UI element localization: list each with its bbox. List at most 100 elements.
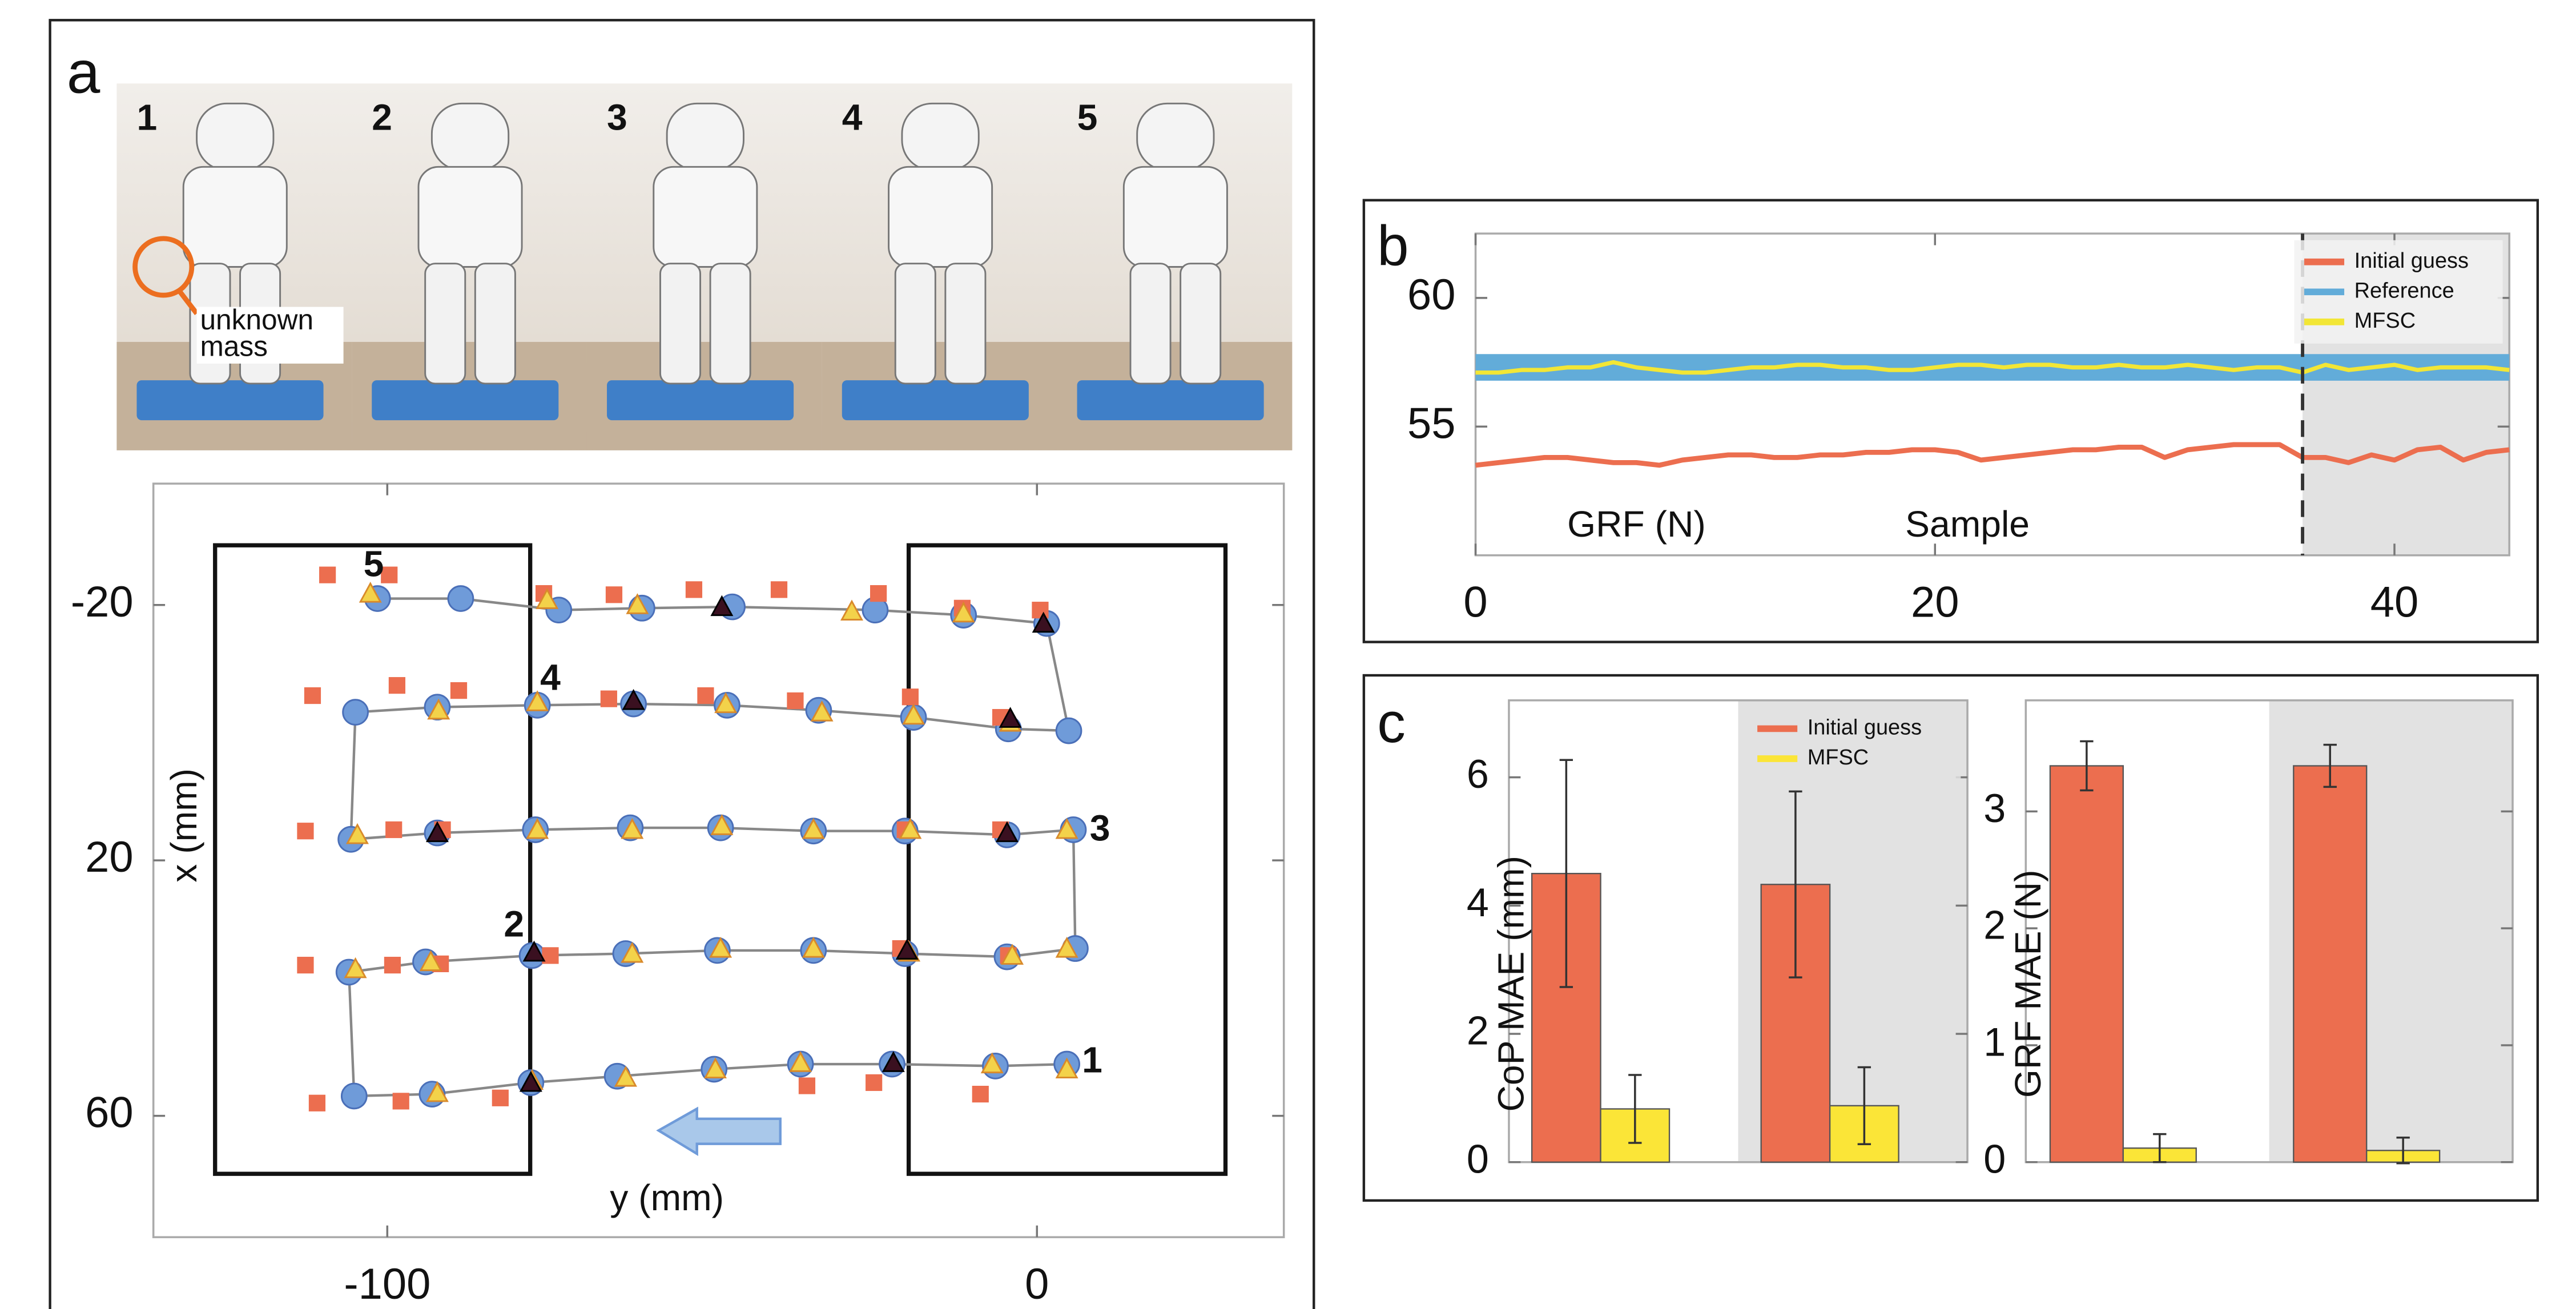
point-annotation: 1 [1082, 1040, 1102, 1081]
photo-label: 1 [136, 96, 157, 138]
photo-label: 3 [607, 96, 627, 138]
point [870, 585, 887, 602]
point [605, 586, 623, 603]
mass-pointer [178, 290, 199, 315]
legend-label: Reference [2354, 279, 2454, 303]
y-tick-label: -20 [71, 578, 134, 626]
point [901, 688, 919, 706]
point [342, 699, 369, 726]
point [384, 957, 401, 974]
robot-body [894, 263, 936, 385]
chart: -20 20 60 -100 0 y (mm) x (mm) 1 2 3 4 5 [71, 482, 1285, 1308]
point [492, 1089, 509, 1106]
point [882, 1051, 905, 1072]
point [1032, 611, 1055, 633]
point [622, 688, 645, 710]
robot-body [196, 102, 275, 171]
point [789, 1051, 812, 1072]
point [526, 817, 549, 839]
point [770, 581, 788, 598]
point [297, 823, 314, 840]
y-tick-label: 4 [1467, 880, 1489, 925]
x-tick-label: 0 [1025, 1260, 1049, 1308]
point-annotation: 5 [364, 543, 384, 585]
point [522, 940, 546, 962]
panel-frame [1362, 199, 2539, 643]
y-tick-label: 55 [1407, 399, 1455, 448]
point [427, 698, 450, 720]
y-tick-label: 3 [1983, 786, 2006, 831]
point-annotation: 3 [1090, 808, 1110, 849]
y-tick-label: 2 [1467, 1009, 1489, 1053]
y-axis-label: x (mm) [163, 768, 204, 883]
robot-body [1122, 166, 1228, 268]
direction-arrow [656, 1106, 782, 1157]
photo-label: 2 [372, 96, 392, 138]
y-axis-label: GRF MAE (N) [2007, 869, 2048, 1098]
point [685, 581, 703, 598]
point [340, 1082, 368, 1110]
point [902, 703, 925, 725]
robot-base [372, 380, 559, 421]
legend-label: Initial guess [2354, 249, 2469, 273]
robot-body [653, 166, 758, 268]
bar [2293, 765, 2368, 1163]
robot-base [1077, 380, 1264, 421]
legend-label: MFSC [2354, 309, 2416, 333]
point [1055, 1057, 1078, 1079]
robot-body [1129, 263, 1172, 385]
robot-body [888, 166, 993, 268]
x-axis-label: Sample [1905, 504, 2030, 545]
point [308, 1094, 326, 1111]
robot-body [659, 263, 702, 385]
robot-body [1180, 263, 1222, 385]
x-tick-label: 40 [2370, 578, 2418, 626]
robot-body [901, 102, 980, 171]
bar [2049, 765, 2124, 1163]
photo-label: 5 [1077, 96, 1098, 138]
point [798, 1077, 816, 1094]
point [704, 1057, 727, 1079]
point [787, 692, 804, 710]
point [899, 817, 922, 839]
point [1055, 817, 1078, 839]
mass-highlight [132, 236, 195, 298]
point [972, 1085, 989, 1103]
point [392, 1093, 409, 1110]
y-tick-label: 20 [85, 833, 133, 881]
point [621, 941, 644, 963]
point [626, 593, 649, 614]
robot-body [474, 263, 516, 385]
robot-body [709, 263, 751, 385]
point [385, 821, 402, 839]
photo-annotation: unknown [200, 304, 313, 336]
point [297, 957, 314, 974]
photo-annotation: mass [200, 331, 268, 363]
panel-frame [49, 19, 1315, 1309]
robot-base [607, 380, 794, 421]
point-annotation: 4 [540, 657, 561, 698]
point [999, 707, 1022, 728]
point [304, 687, 321, 704]
y-tick-label: 0 [1467, 1137, 1489, 1181]
point [810, 700, 834, 722]
point [388, 677, 406, 694]
point [1055, 936, 1078, 958]
point-annotation: 2 [504, 903, 524, 944]
point [344, 957, 367, 978]
panel-label: a [67, 39, 100, 106]
robot-body [430, 102, 510, 171]
legend-label: Initial guess [1808, 715, 1922, 739]
point [419, 950, 442, 972]
point [1055, 717, 1082, 744]
point [895, 939, 919, 960]
point [1032, 602, 1049, 619]
series-line [1475, 360, 2510, 375]
legend-label: MFSC [1808, 746, 1869, 770]
point [319, 566, 336, 583]
y-tick-label: 60 [1407, 271, 1455, 319]
point [600, 690, 617, 707]
robot-body [1136, 102, 1215, 171]
y-axis-label: GRF (N) [1567, 504, 1706, 545]
